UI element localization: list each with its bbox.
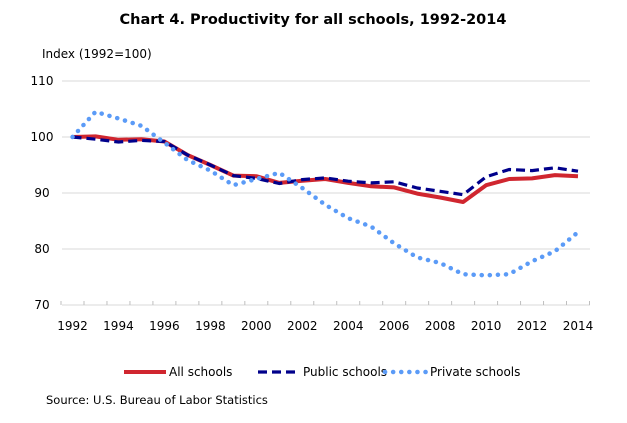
x-tick-label: 2004 <box>333 319 364 333</box>
chart-title: Chart 4. Productivity for all schools, 1… <box>120 12 507 28</box>
x-tick-label: 2000 <box>241 319 272 333</box>
x-tick-label: 2012 <box>517 319 548 333</box>
series-line-public-schools <box>72 135 579 197</box>
y-axis-label: Index (1992=100) <box>42 47 152 61</box>
x-tick-label: 2006 <box>379 319 410 333</box>
y-tick-label: 90 <box>34 186 49 200</box>
legend-label: Public schools <box>303 365 387 379</box>
legend-label: Private schools <box>430 365 520 379</box>
y-tick-label: 110 <box>31 74 54 88</box>
y-tick-label: 80 <box>34 242 49 256</box>
x-tick-label: 1994 <box>103 319 134 333</box>
series-line-all-schools <box>72 134 579 204</box>
x-tick-label: 2008 <box>425 319 456 333</box>
legend-label: All schools <box>169 365 232 379</box>
x-tick-label: 2002 <box>287 319 318 333</box>
x-tick-label: 2010 <box>471 319 502 333</box>
gridlines <box>62 80 590 306</box>
x-tick-label: 1996 <box>149 319 180 333</box>
series-lines <box>70 109 581 278</box>
y-axis-ticks: 70 80 90 100 110 <box>31 74 54 312</box>
x-tick-label: 1998 <box>195 319 226 333</box>
y-tick-label: 100 <box>31 130 54 144</box>
x-axis: 1992 1994 1996 1998 2000 2002 2004 2006 2008 2010… <box>57 301 593 333</box>
x-tick-label: 1992 <box>57 319 88 333</box>
x-tick-label: 2014 <box>563 319 594 333</box>
legend: All schools Public schools Private schools <box>124 365 520 379</box>
source-note: Source: U.S. Bureau of Labor Statistics <box>46 393 268 407</box>
y-tick-label: 70 <box>34 298 49 312</box>
series-line-private-schools <box>70 109 581 278</box>
